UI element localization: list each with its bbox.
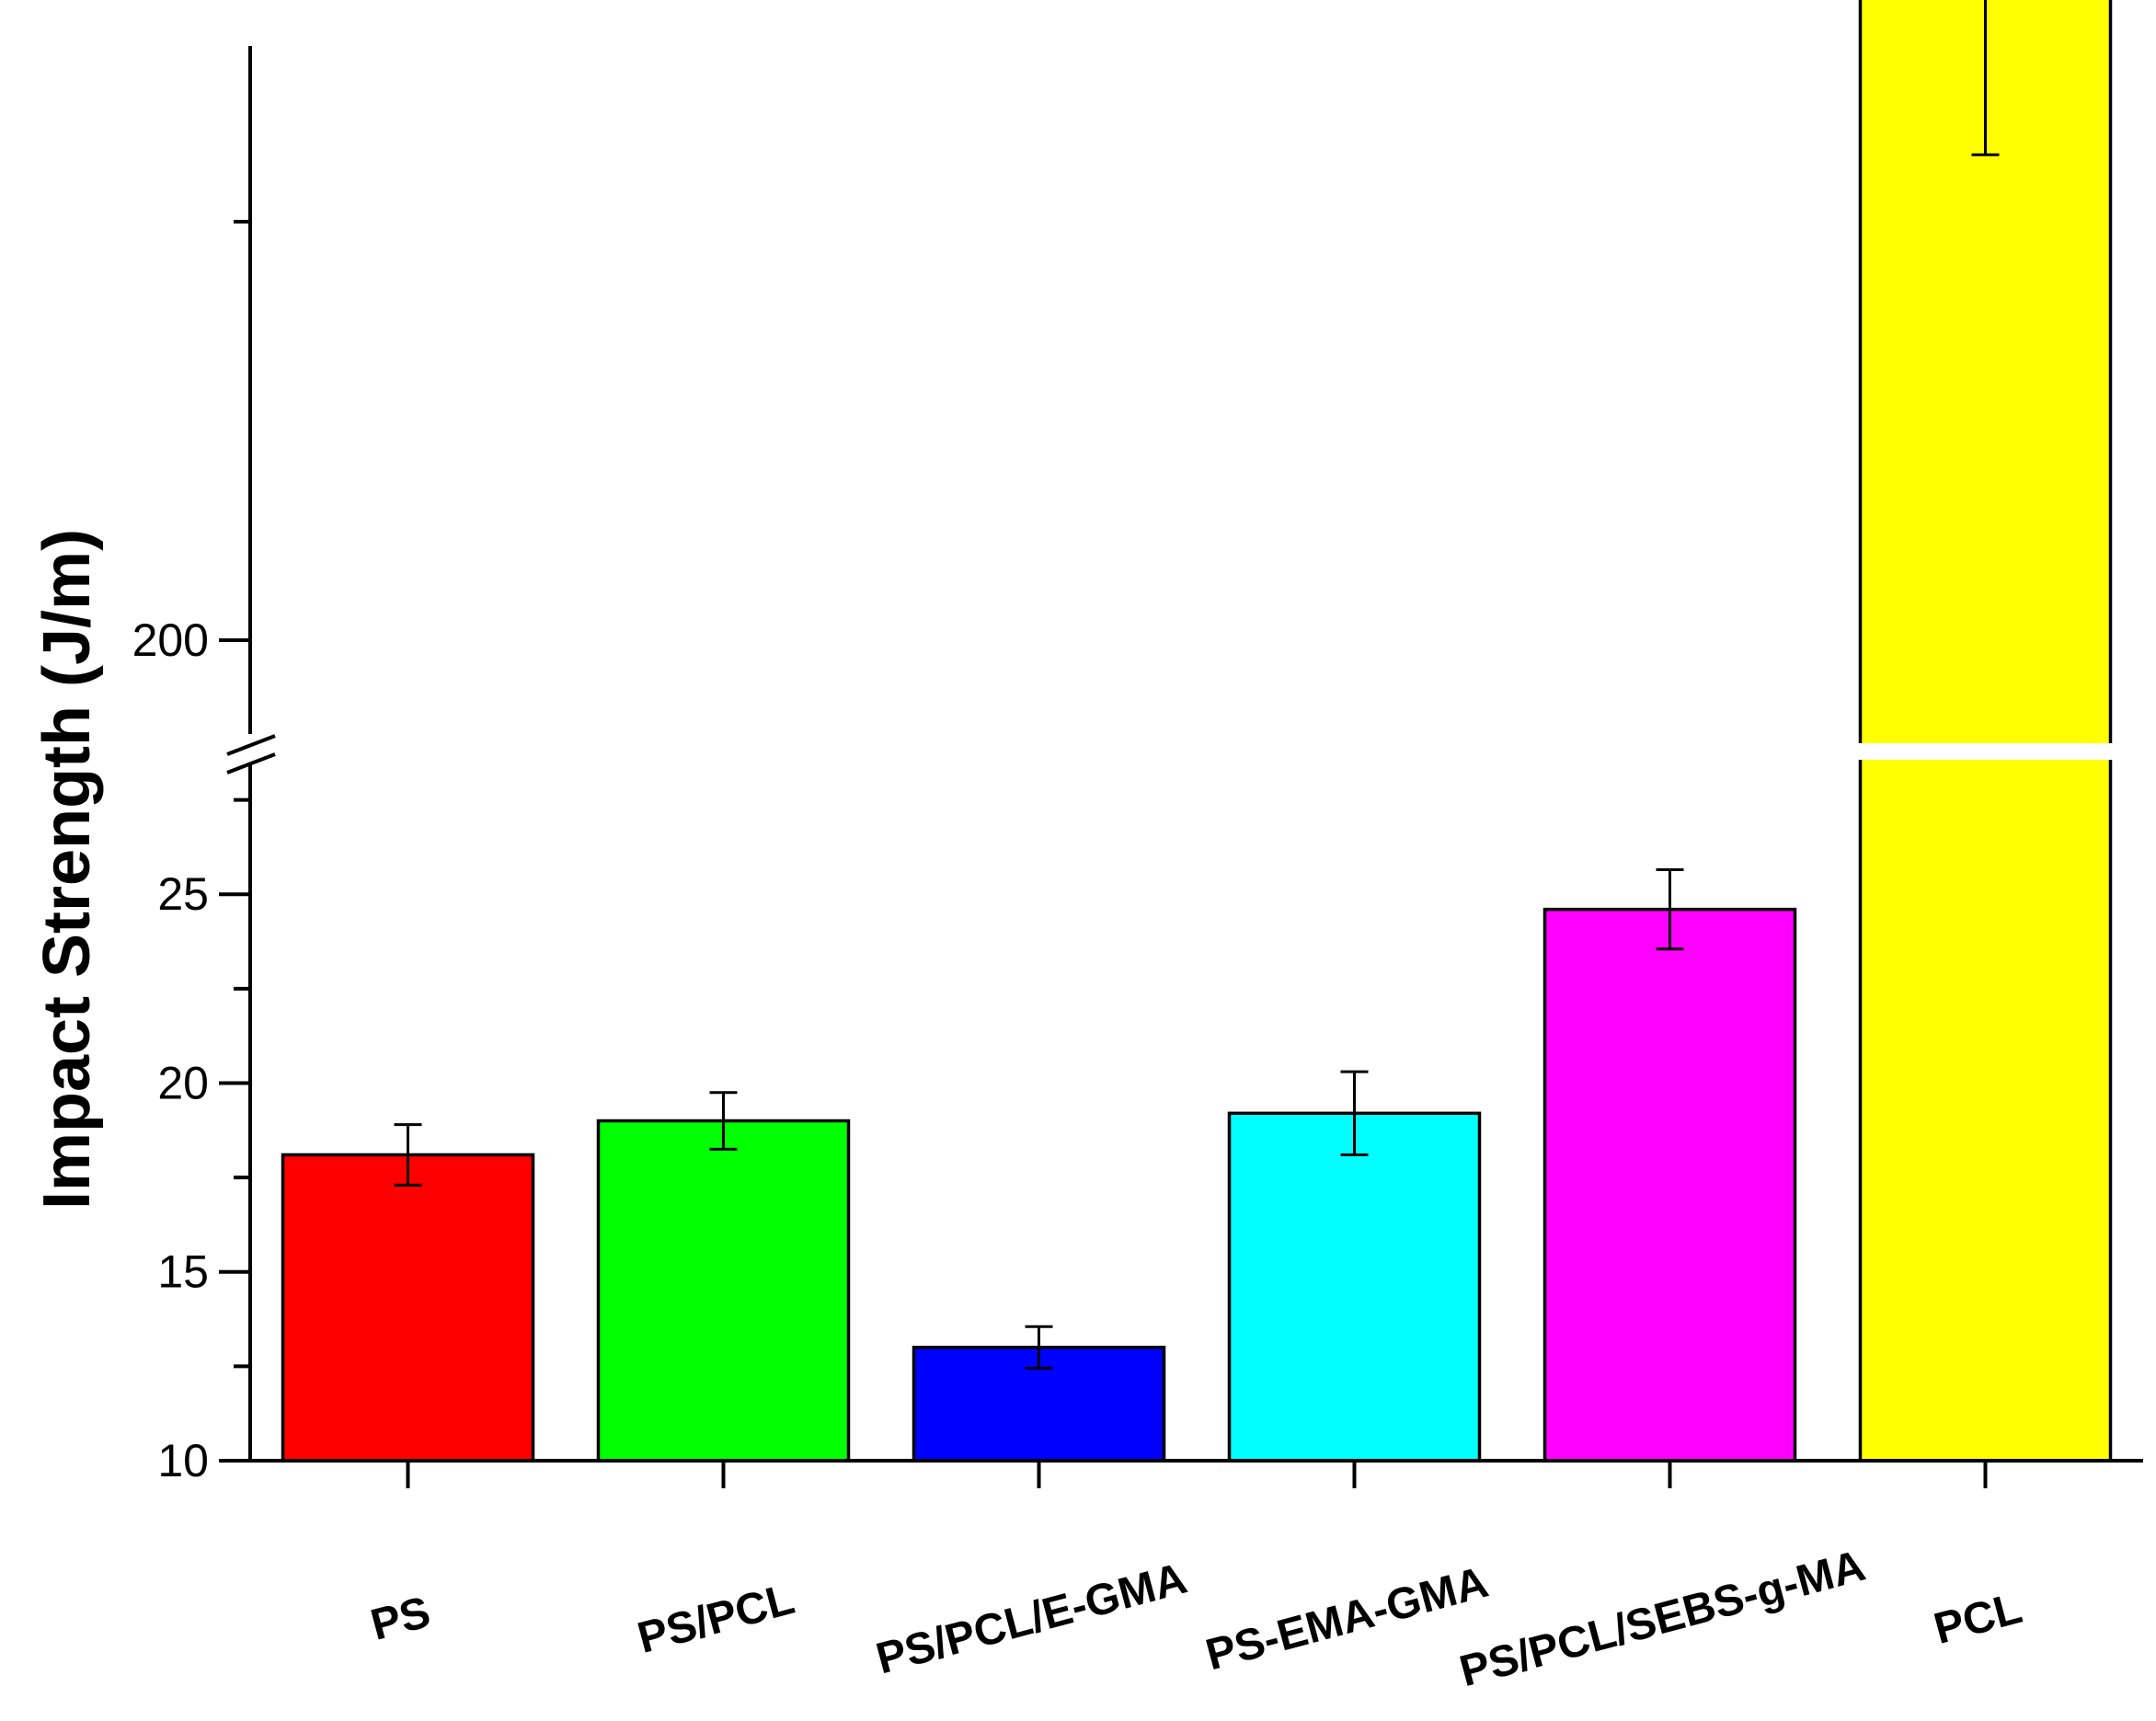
y-tick-label: 25: [157, 868, 209, 920]
axis-break-mark: [226, 734, 276, 756]
x-tick-label: PS: [366, 1588, 436, 1650]
x-tick-label: PS/PCL/E-GMA: [871, 1555, 1192, 1684]
x-tick-label: PS/PCL: [633, 1575, 799, 1663]
bar-break-gap: [1857, 743, 2114, 760]
bar-ps-pcl: [596, 1119, 851, 1463]
y-axis-title: Impact Strength (J/m): [30, 529, 104, 1210]
y-tick-label: 200: [132, 614, 209, 666]
x-tick-label: PS-EMA-GMA: [1201, 1558, 1494, 1681]
error-bar: [1971, 0, 2000, 156]
bars-layer: [281, 0, 2114, 1463]
error-bar: [1656, 868, 1684, 951]
bar-pcl: [1858, 0, 2113, 1463]
y-tick-label: 15: [157, 1246, 209, 1298]
bar-ps-pcl-sebs-g-ma: [1542, 907, 1797, 1463]
y-tick-label: 20: [157, 1057, 209, 1108]
error-bar: [709, 1091, 738, 1151]
error-bar: [394, 1123, 422, 1187]
bar-ps: [281, 1153, 535, 1463]
y-tick-label: 10: [157, 1435, 209, 1486]
error-bar: [1340, 1070, 1369, 1156]
error-bar: [1025, 1325, 1053, 1370]
bar-ps-ema-gma: [1227, 1111, 1482, 1463]
x-tick-label: PCL: [1929, 1584, 2026, 1654]
x-tick-label: PS/PCL/SEBS-g-MA: [1455, 1542, 1871, 1697]
axis-break-mark: [226, 752, 276, 774]
